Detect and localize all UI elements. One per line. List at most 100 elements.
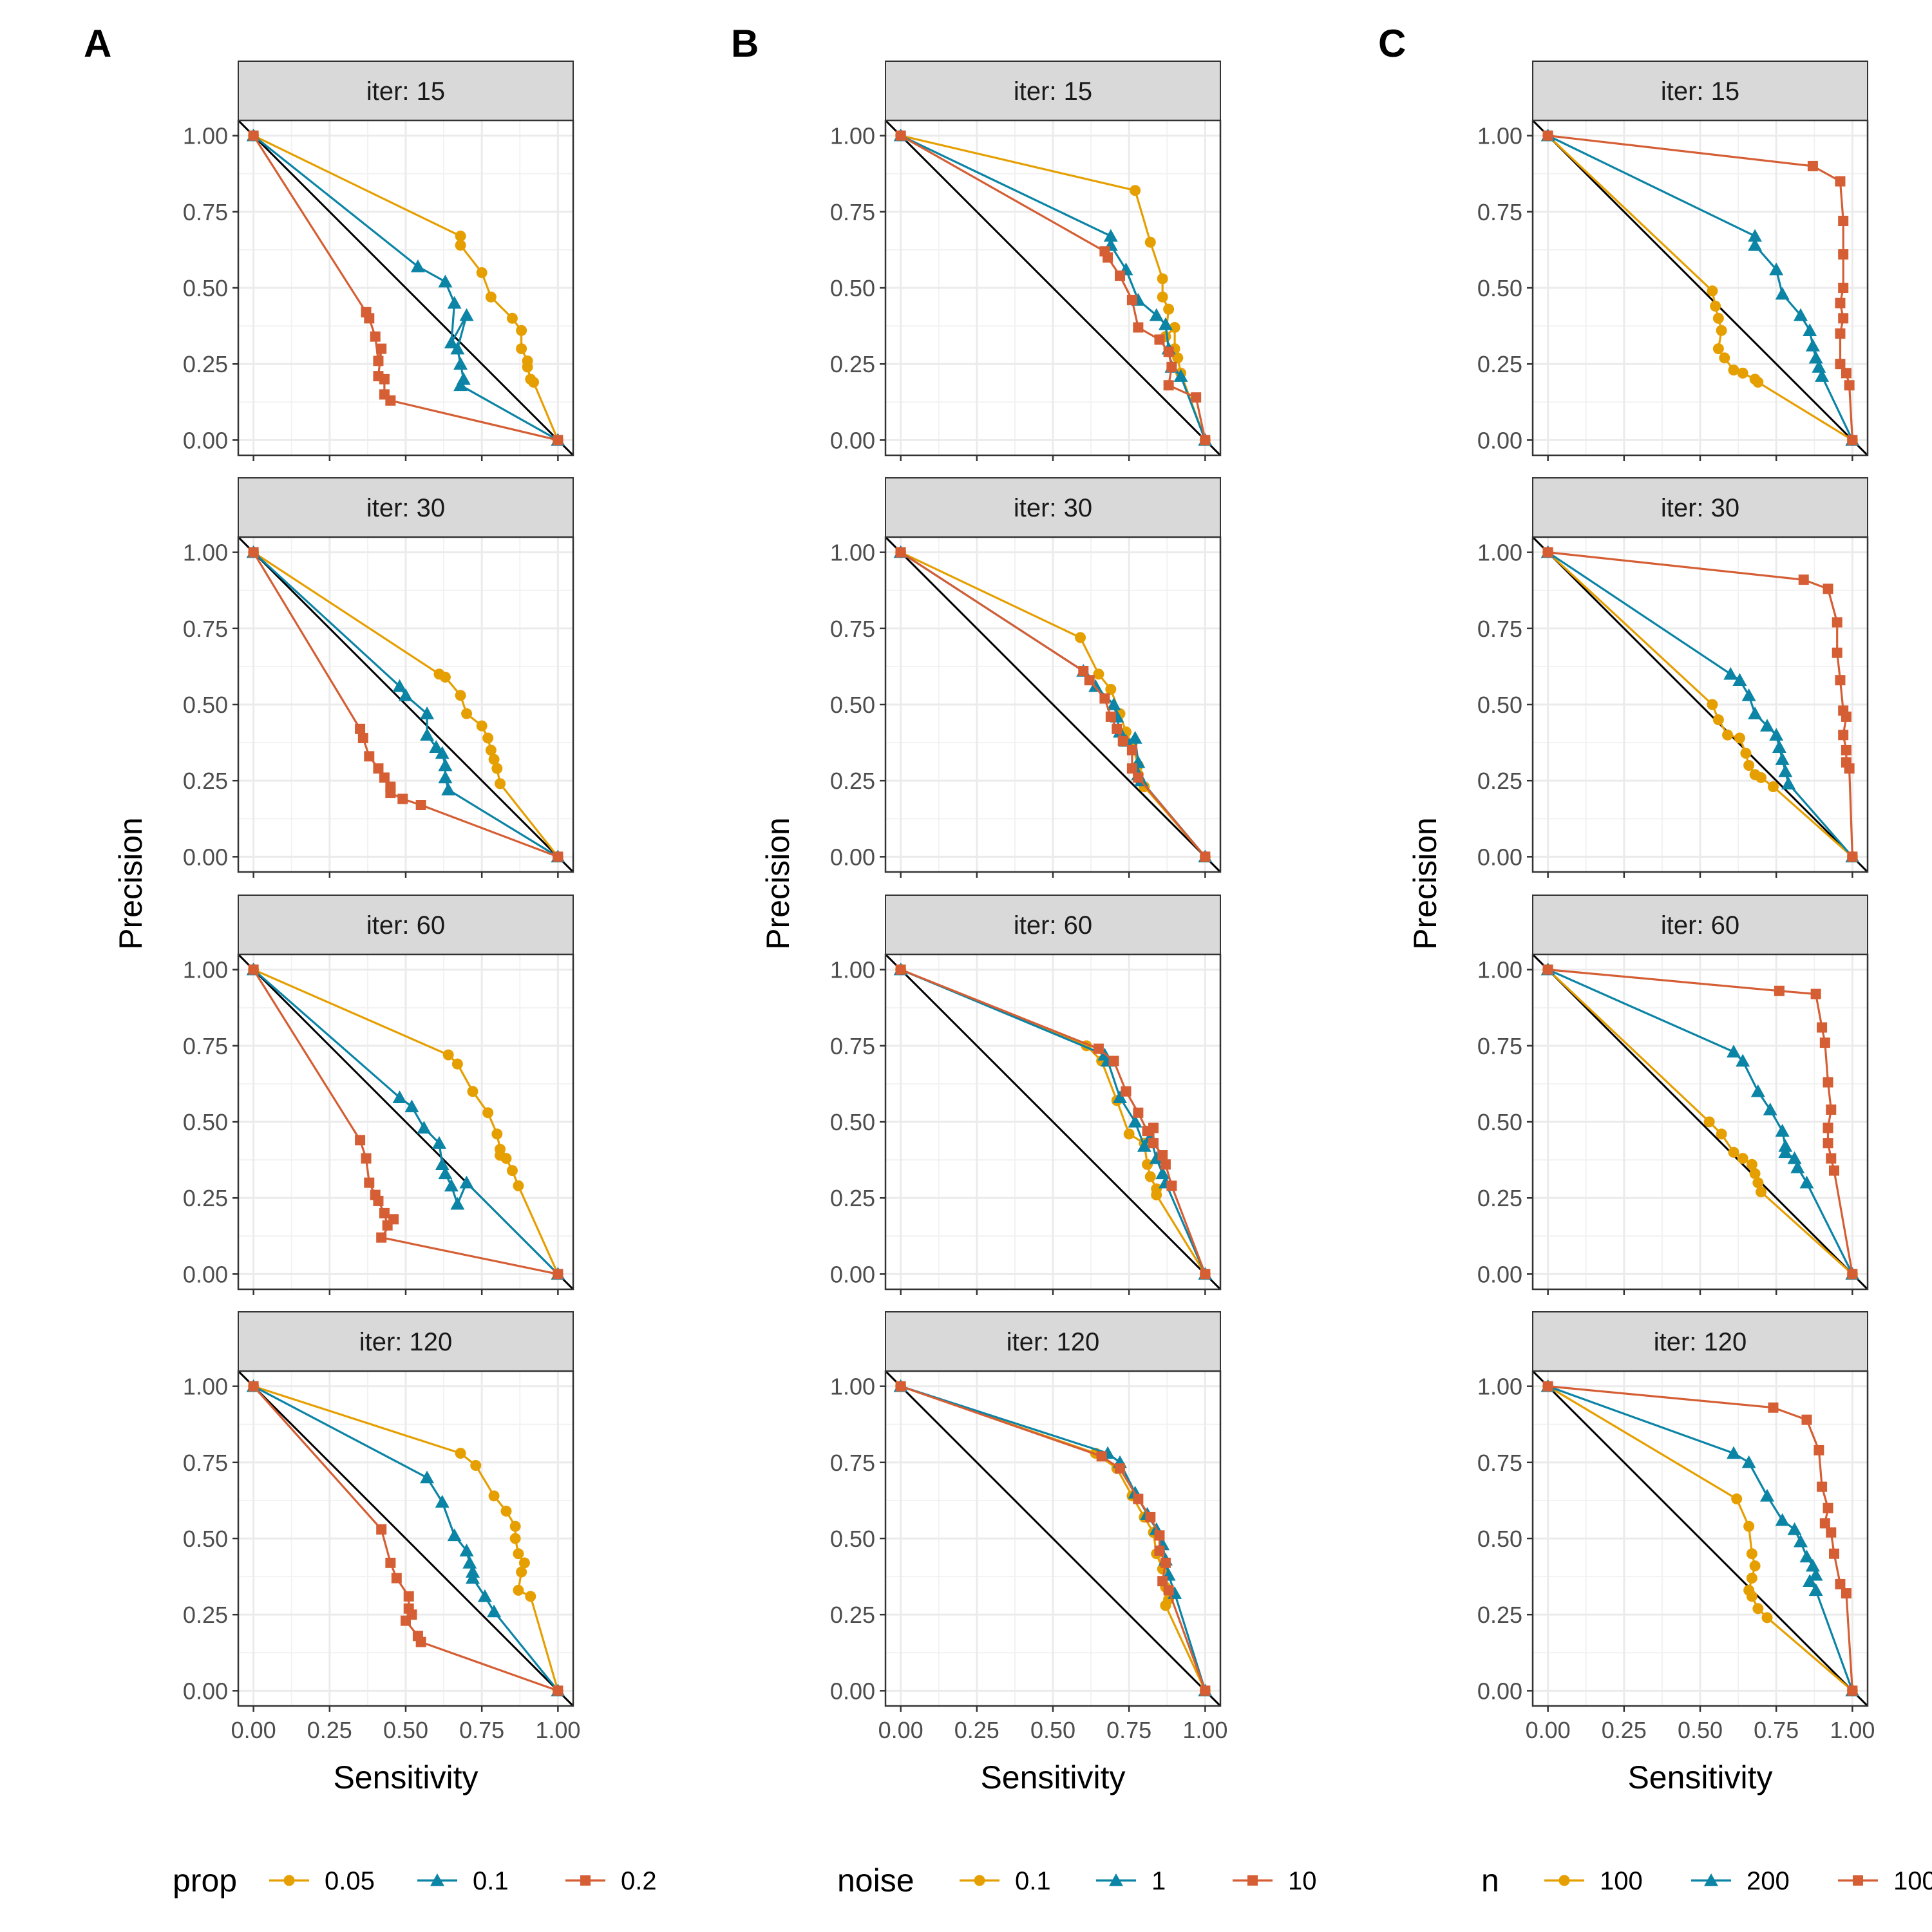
legend-item-2: 200	[1691, 1867, 1790, 1895]
data-point-1	[1712, 343, 1724, 355]
facet: iter: 120 0.00 0.25 0.50 0.75 1.00 0.00 0.25 0.5…	[1477, 1311, 1875, 1743]
y-tick-label: 0.75	[183, 199, 228, 225]
data-point-2	[444, 1179, 459, 1192]
facet-strip	[1532, 895, 1868, 955]
data-point-3	[1200, 1685, 1211, 1696]
data-point-2	[1799, 1549, 1814, 1563]
data-point-3	[1835, 1578, 1846, 1589]
data-point-3	[364, 313, 375, 324]
data-point-3	[1838, 216, 1849, 226]
legend-key-marker	[1704, 1873, 1718, 1886]
data-point-3	[415, 1636, 426, 1647]
data-point-2	[1815, 369, 1830, 382]
data-point-2	[1727, 1045, 1741, 1058]
data-point-1	[461, 708, 473, 719]
data-point-2	[420, 706, 435, 719]
y-tick-label: 0.50	[1477, 692, 1522, 718]
data-point-3	[1847, 1269, 1858, 1280]
data-point-3	[364, 1177, 375, 1188]
y-tick-label: 0.00	[183, 844, 228, 870]
data-point-3	[1814, 1444, 1824, 1455]
data-point-1	[1093, 668, 1104, 680]
data-point-3	[1838, 730, 1849, 741]
data-point-1	[1728, 1146, 1739, 1158]
data-point-3	[1096, 1451, 1107, 1462]
data-point-3	[1126, 763, 1137, 774]
data-point-3	[248, 1381, 259, 1392]
data-point-3	[1154, 334, 1165, 345]
plot-content	[886, 537, 1220, 872]
facet: iter: 30 0.00 0.25 0.50 0.75 1.00	[183, 477, 574, 878]
y-tick-label: 0.75	[1477, 199, 1522, 225]
data-point-2	[438, 274, 453, 288]
data-point-1	[488, 753, 500, 765]
data-point-3	[1105, 711, 1116, 722]
data-point-1	[488, 1490, 500, 1502]
data-point-1	[1160, 1600, 1171, 1611]
data-point-2	[441, 782, 456, 796]
data-point-1	[476, 267, 488, 278]
data-point-1	[506, 312, 518, 324]
data-point-1	[516, 343, 527, 355]
data-point-3	[1835, 298, 1846, 308]
y-tick-label: 1.00	[830, 540, 875, 566]
data-point-3	[1166, 361, 1177, 372]
panel-letter: B	[731, 22, 759, 65]
facet-strip	[238, 477, 574, 538]
plot-content	[886, 1371, 1220, 1706]
data-point-1	[1075, 632, 1086, 643]
data-point-3	[248, 130, 259, 141]
data-point-1	[516, 1566, 527, 1578]
y-tick-label: 1.00	[183, 540, 228, 566]
data-point-2	[432, 1136, 446, 1149]
data-point-3	[895, 547, 906, 558]
y-tick-label: 0.50	[183, 275, 228, 301]
data-point-3	[1148, 1138, 1159, 1149]
data-point-3	[553, 1269, 564, 1280]
data-point-2	[1149, 1151, 1164, 1164]
y-tick-label: 1.00	[830, 1374, 875, 1400]
facet-strip	[885, 477, 1221, 538]
data-point-3	[1200, 435, 1211, 446]
x-tick-label: 0.00	[878, 1717, 923, 1743]
data-point-1	[1761, 1612, 1773, 1624]
data-point-2	[453, 357, 468, 370]
legend-key-marker	[1853, 1875, 1863, 1886]
data-point-1	[1719, 352, 1730, 364]
facet: iter: 60 0.00 0.25 0.50 0.75 1.00	[1477, 895, 1869, 1295]
data-point-2	[435, 746, 450, 759]
data-point-1	[506, 1165, 518, 1177]
y-tick-label: 0.75	[1477, 616, 1522, 642]
data-point-3	[1847, 851, 1858, 862]
data-point-3	[1542, 547, 1553, 558]
data-point-1	[1731, 1493, 1743, 1505]
data-point-1	[1737, 1153, 1748, 1164]
y-tick-label: 0.00	[1477, 1261, 1522, 1287]
data-point-3	[376, 343, 387, 354]
data-point-2	[487, 1604, 502, 1618]
data-point-1	[442, 1049, 454, 1061]
data-point-2	[1748, 706, 1763, 719]
y-tick-label: 0.25	[830, 1185, 875, 1211]
data-point-1	[1746, 1572, 1757, 1584]
data-point-1	[491, 762, 503, 774]
data-point-2	[1106, 697, 1121, 710]
data-point-3	[361, 1153, 372, 1164]
data-point-2	[1778, 764, 1793, 777]
data-point-3	[1160, 1557, 1171, 1568]
legend-item-3: 10	[1233, 1867, 1317, 1895]
plot-content	[238, 1371, 573, 1706]
data-point-1	[1746, 1159, 1757, 1170]
data-point-3	[373, 355, 384, 366]
data-point-1	[528, 377, 540, 388]
data-point-3	[1200, 851, 1211, 862]
data-point-3	[1126, 294, 1137, 305]
data-point-3	[1112, 723, 1122, 734]
y-tick-label: 1.00	[1477, 123, 1522, 149]
data-point-2	[450, 341, 465, 355]
facet: iter: 120 0.00 0.25 0.50 0.75 1.00 0.00 0.25 0.5…	[830, 1311, 1227, 1743]
y-tick-label: 1.00	[183, 957, 228, 983]
legend-label: 100	[1600, 1867, 1643, 1895]
